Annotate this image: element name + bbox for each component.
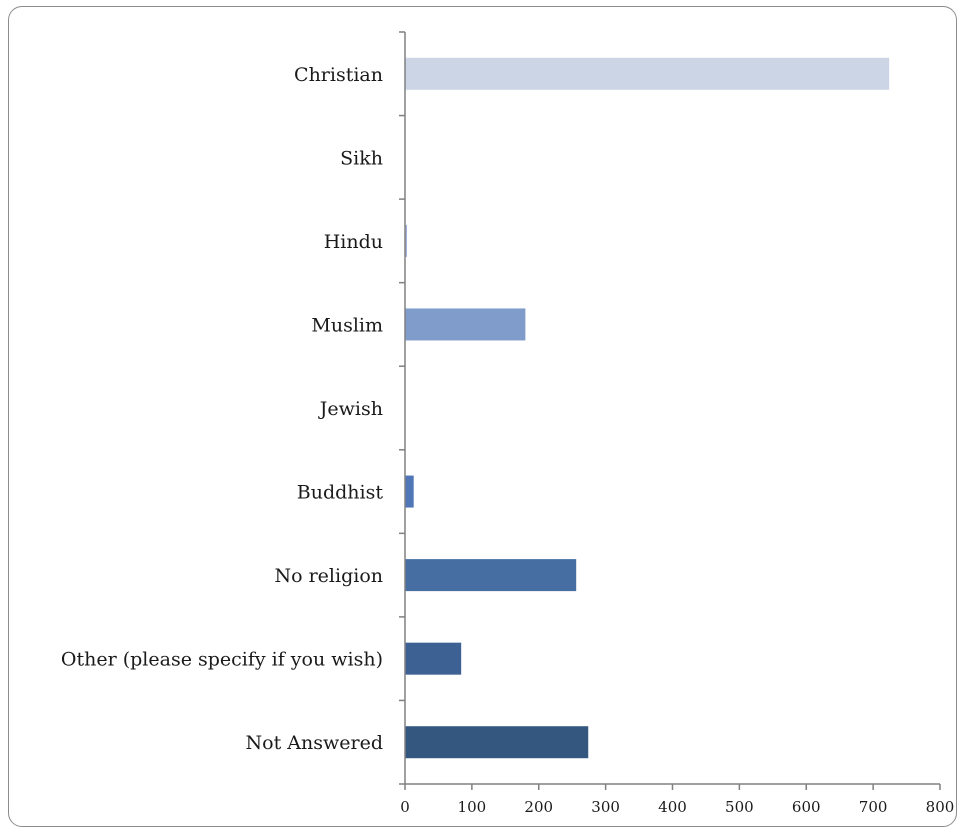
category-label-christian: Christian — [294, 64, 383, 86]
bar-not-answered — [405, 726, 589, 759]
category-label-not-answered: Not Answered — [246, 732, 383, 754]
bar-muslim — [405, 308, 526, 341]
category-label-no-religion: No religion — [275, 565, 384, 587]
category-label-buddhist: Buddhist — [297, 482, 384, 504]
x-tick-label-400: 400 — [658, 798, 687, 816]
category-labels: Christian Sikh Hindu Muslim Jewish Buddhist No… — [61, 64, 383, 754]
x-tick-label-800: 800 — [926, 798, 955, 816]
bar-other-please-specify-if-you-wish — [405, 642, 462, 675]
x-tick-label-200: 200 — [524, 798, 553, 816]
bar-christian — [405, 57, 890, 90]
chart-frame — [8, 6, 957, 827]
category-label-sikh: Sikh — [340, 147, 383, 169]
bars-layer — [405, 57, 890, 759]
x-tick-label-300: 300 — [591, 798, 620, 816]
bar-no-religion — [405, 559, 577, 592]
x-tick-label-500: 500 — [725, 798, 754, 816]
bar-hindu — [405, 224, 408, 257]
category-label-other-please-specify-if-you-wish: Other (please specify if you wish) — [61, 649, 383, 671]
x-tick-label-0: 0 — [400, 798, 410, 816]
x-tick-label-100: 100 — [458, 798, 487, 816]
category-label-muslim: Muslim — [311, 314, 383, 336]
category-label-jewish: Jewish — [318, 398, 383, 420]
axes: 0 100 200 300 400 500 600 700 800 — [399, 31, 955, 816]
x-tick-label-700: 700 — [859, 798, 888, 816]
x-tick-label-600: 600 — [792, 798, 821, 816]
bar-buddhist — [405, 475, 414, 508]
category-label-hindu: Hindu — [324, 231, 383, 253]
